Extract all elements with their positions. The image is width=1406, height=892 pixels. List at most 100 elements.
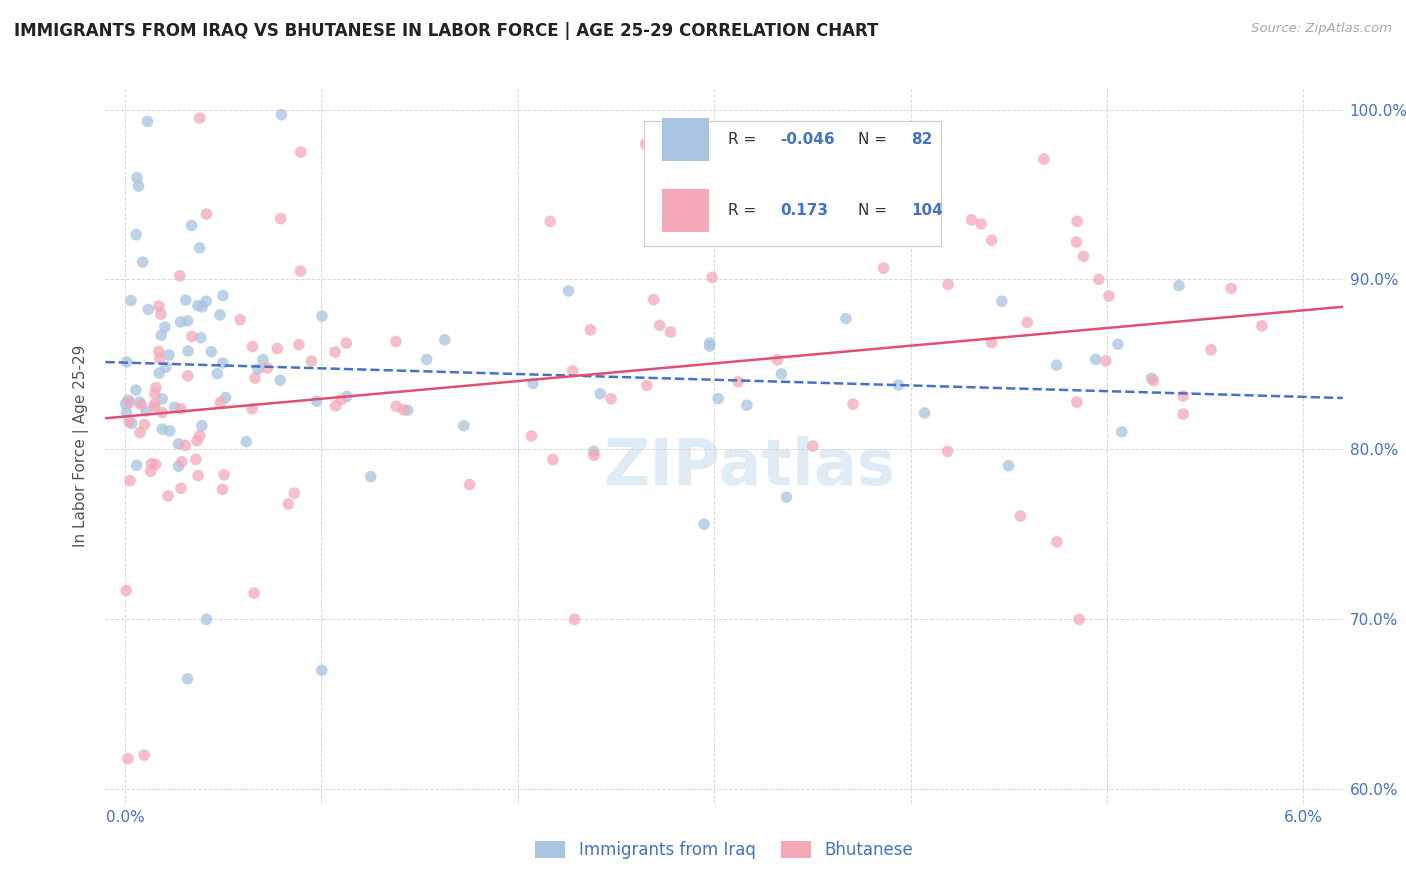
Point [583, 448, 606, 462]
Point [134, 748, 156, 763]
Point [209, 395, 232, 409]
Point [136, 114, 159, 128]
Point [960, 212, 983, 227]
Point [600, 392, 623, 406]
Point [115, 405, 138, 419]
Point [188, 428, 211, 442]
Point [195, 612, 218, 626]
Text: 82: 82 [911, 132, 932, 146]
Text: N =: N = [858, 132, 891, 146]
Point [212, 356, 235, 370]
Point [872, 261, 894, 276]
Point [169, 268, 191, 283]
Point [561, 364, 583, 378]
Point [1173, 389, 1195, 403]
Point [117, 393, 139, 408]
Point [135, 404, 157, 418]
Point [170, 455, 193, 469]
Point [118, 474, 141, 488]
Point [207, 367, 229, 381]
FancyBboxPatch shape [644, 121, 941, 246]
Point [114, 397, 136, 411]
Point [290, 264, 312, 278]
Point [1084, 352, 1107, 367]
Point [115, 355, 138, 369]
Point [311, 309, 333, 323]
Point [801, 439, 824, 453]
Point [235, 434, 257, 449]
Point [125, 458, 148, 473]
Point [541, 452, 564, 467]
Point [707, 392, 730, 406]
Point [200, 344, 222, 359]
Point [170, 401, 193, 416]
Point [246, 362, 269, 376]
Point [148, 366, 170, 380]
Point [582, 444, 605, 458]
Point [1199, 343, 1222, 357]
Point [143, 386, 166, 401]
Point [848, 227, 870, 242]
Point [128, 179, 150, 194]
Point [392, 402, 415, 417]
Point [243, 586, 266, 600]
Point [1098, 289, 1121, 303]
Point [188, 241, 211, 255]
Point [914, 406, 936, 420]
Point [167, 437, 190, 451]
Point [155, 360, 177, 375]
Point [190, 331, 212, 345]
Point [1046, 534, 1069, 549]
Point [180, 219, 202, 233]
Point [699, 339, 721, 353]
Point [727, 375, 749, 389]
Point [538, 214, 561, 228]
Point [433, 333, 456, 347]
Point [141, 457, 163, 471]
Point [153, 320, 176, 334]
Point [150, 422, 173, 436]
Point [143, 397, 166, 411]
Point [522, 376, 544, 391]
Point [643, 293, 665, 307]
Point [564, 612, 586, 626]
Point [1251, 318, 1274, 333]
Point [132, 255, 155, 269]
Point [557, 284, 579, 298]
Point [125, 383, 148, 397]
Point [980, 335, 1002, 350]
Point [520, 429, 543, 443]
Point [1032, 152, 1054, 166]
Point [305, 394, 328, 409]
Point [121, 417, 143, 431]
Point [134, 417, 156, 432]
Text: R =: R = [728, 132, 761, 146]
Point [1066, 395, 1088, 409]
Point [330, 392, 353, 407]
Point [458, 477, 481, 491]
Point [195, 207, 218, 221]
Point [336, 389, 359, 403]
Point [288, 337, 311, 351]
Point [150, 328, 173, 343]
Point [290, 145, 312, 159]
Point [270, 211, 292, 226]
Point [177, 344, 200, 359]
Point [887, 378, 910, 392]
Point [997, 458, 1019, 473]
Point [980, 233, 1002, 247]
Point [453, 418, 475, 433]
Text: R =: R = [728, 203, 761, 218]
Point [335, 336, 357, 351]
Point [240, 401, 263, 416]
Point [299, 354, 322, 368]
Point [184, 452, 207, 467]
Point [1168, 278, 1191, 293]
Point [1220, 281, 1243, 295]
Text: Source: ZipAtlas.com: Source: ZipAtlas.com [1251, 22, 1392, 36]
Point [163, 400, 186, 414]
Point [167, 459, 190, 474]
Point [1066, 235, 1088, 249]
Point [187, 468, 209, 483]
Point [1073, 249, 1095, 263]
